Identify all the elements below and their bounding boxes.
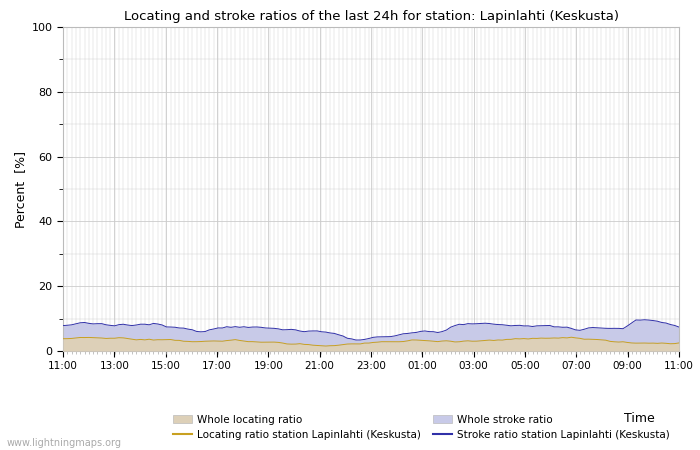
Legend: Whole locating ratio, Locating ratio station Lapinlahti (Keskusta), Whole stroke: Whole locating ratio, Locating ratio sta… xyxy=(173,414,670,440)
Text: www.lightningmaps.org: www.lightningmaps.org xyxy=(7,438,122,448)
Y-axis label: Percent  [%]: Percent [%] xyxy=(15,150,27,228)
Title: Locating and stroke ratios of the last 24h for station: Lapinlahti (Keskusta): Locating and stroke ratios of the last 2… xyxy=(123,10,619,23)
Text: Time: Time xyxy=(624,412,655,425)
